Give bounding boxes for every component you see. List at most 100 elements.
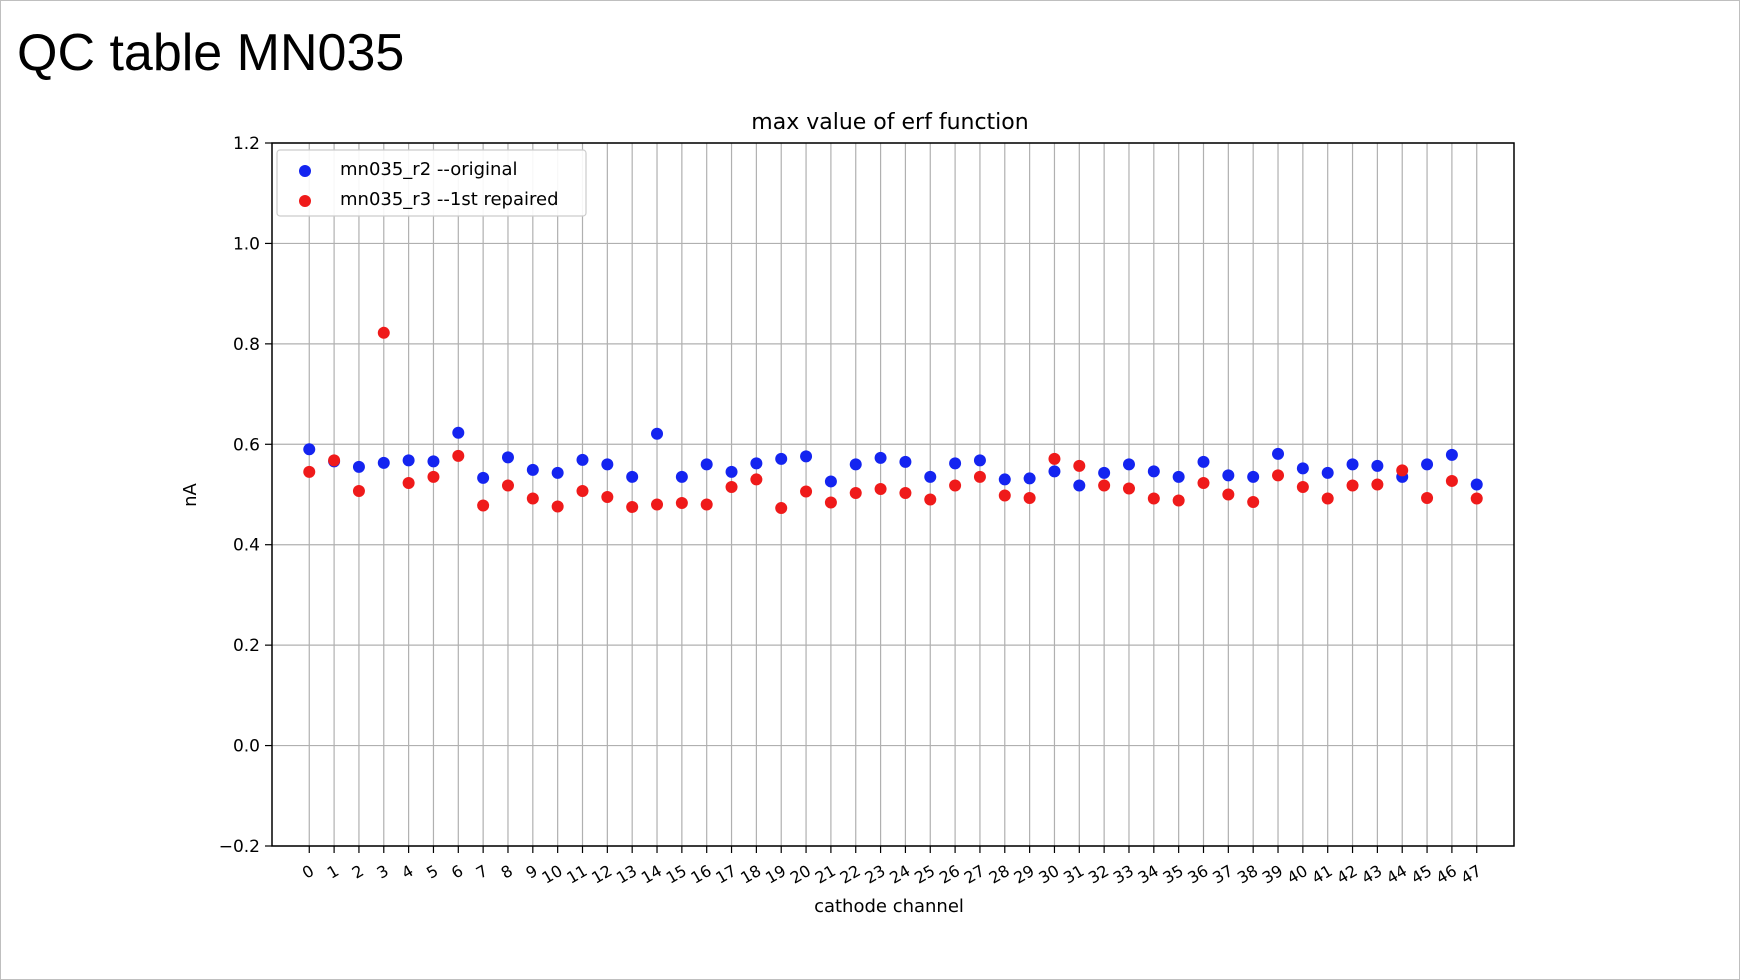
point-repaired	[675, 497, 688, 510]
legend-label-repaired: mn035_r3 --1st repaired	[340, 189, 559, 210]
x-tick-label: 6	[448, 861, 466, 883]
x-tick-label: 30	[1035, 861, 1062, 888]
y-tick-label: −0.2	[219, 837, 260, 857]
y-tick-label: 0.8	[233, 335, 260, 355]
x-tick-label: 37	[1209, 861, 1236, 888]
point-original	[1421, 458, 1434, 471]
y-tick-label: 0.4	[233, 536, 260, 556]
point-original	[849, 458, 862, 471]
x-tick-label: 41	[1309, 861, 1336, 888]
legend-marker-original	[299, 165, 311, 177]
x-tick-label: 26	[936, 861, 963, 888]
point-original	[1122, 458, 1135, 471]
point-original	[973, 454, 986, 467]
x-tick-label: 27	[961, 861, 988, 888]
point-repaired	[352, 484, 365, 497]
point-original	[800, 450, 813, 463]
point-original	[1371, 459, 1384, 472]
legend: mn035_r2 --original mn035_r3 --1st repai…	[276, 149, 587, 217]
point-original	[651, 427, 664, 440]
x-tick-label: 21	[812, 861, 839, 888]
x-tick-label: 29	[1010, 861, 1037, 888]
point-repaired	[1147, 492, 1160, 505]
point-original	[452, 426, 465, 439]
x-tick-label: 38	[1234, 861, 1261, 888]
x-tick-label: 43	[1358, 861, 1385, 888]
point-original	[1470, 478, 1483, 491]
point-repaired	[1098, 479, 1111, 492]
point-repaired	[1321, 492, 1334, 505]
x-tick-label: 12	[588, 861, 615, 888]
point-repaired	[1296, 480, 1309, 493]
x-axis-label: cathode channel	[814, 896, 964, 917]
point-repaired	[725, 480, 738, 493]
x-tick-label: 18	[737, 861, 764, 888]
x-tick-label: 16	[688, 861, 715, 888]
point-repaired	[924, 493, 937, 506]
point-repaired	[998, 489, 1011, 502]
y-tick-label: 0.2	[233, 636, 260, 656]
point-original	[899, 455, 912, 468]
point-repaired	[1073, 459, 1086, 472]
point-original	[1321, 466, 1334, 479]
x-tick-label: 42	[1333, 861, 1360, 888]
x-tick-label: 0	[299, 861, 317, 883]
x-tick-label: 45	[1408, 861, 1435, 888]
x-tick-label: 17	[712, 861, 739, 888]
point-repaired	[1396, 464, 1409, 477]
point-original	[402, 454, 415, 467]
y-tick-label: 0.6	[233, 435, 260, 455]
point-original	[750, 457, 763, 470]
point-repaired	[328, 454, 341, 467]
point-repaired	[1346, 479, 1359, 492]
x-tick-label: 34	[1135, 861, 1162, 888]
point-repaired	[1247, 496, 1260, 509]
legend-label-original: mn035_r2 --original	[340, 159, 517, 180]
x-tick-label: 40	[1284, 861, 1311, 888]
point-original	[427, 455, 440, 468]
point-repaired	[949, 479, 962, 492]
x-tick-label: 2	[349, 861, 367, 883]
plot-area-frame	[271, 142, 1515, 847]
point-repaired	[775, 502, 788, 515]
y-tick-label: 1.0	[233, 234, 260, 254]
point-repaired	[973, 470, 986, 483]
slide-title: QC table MN035	[17, 24, 405, 82]
point-original	[377, 456, 390, 469]
x-tick-label: 32	[1085, 861, 1112, 888]
point-original	[1247, 470, 1260, 483]
x-tick-label: 31	[1060, 861, 1087, 888]
point-original	[675, 470, 688, 483]
point-original	[526, 463, 539, 476]
point-repaired	[1048, 452, 1061, 465]
point-repaired	[477, 499, 490, 512]
point-original	[601, 458, 614, 471]
x-tick-label: 22	[837, 861, 864, 888]
x-tick-label: 13	[613, 861, 640, 888]
x-tick-label: 20	[787, 861, 814, 888]
point-repaired	[1272, 469, 1285, 482]
point-repaired	[377, 326, 390, 339]
x-tick-label: 24	[886, 861, 913, 888]
point-original	[551, 466, 564, 479]
point-repaired	[849, 486, 862, 499]
point-original	[1147, 465, 1160, 478]
point-repaired	[427, 470, 440, 483]
point-original	[352, 460, 365, 473]
x-tick-label: 5	[423, 861, 441, 883]
point-repaired	[1122, 482, 1135, 495]
point-original	[775, 452, 788, 465]
point-original	[576, 453, 589, 466]
point-repaired	[551, 500, 564, 513]
point-original	[998, 473, 1011, 486]
point-repaired	[303, 465, 316, 478]
point-original	[1172, 470, 1185, 483]
x-tick-label: 7	[473, 861, 491, 883]
point-repaired	[452, 449, 465, 462]
x-tick-label: 33	[1110, 861, 1137, 888]
point-repaired	[800, 485, 813, 498]
point-repaired	[1421, 492, 1434, 505]
point-repaired	[899, 486, 912, 499]
point-original	[924, 470, 937, 483]
